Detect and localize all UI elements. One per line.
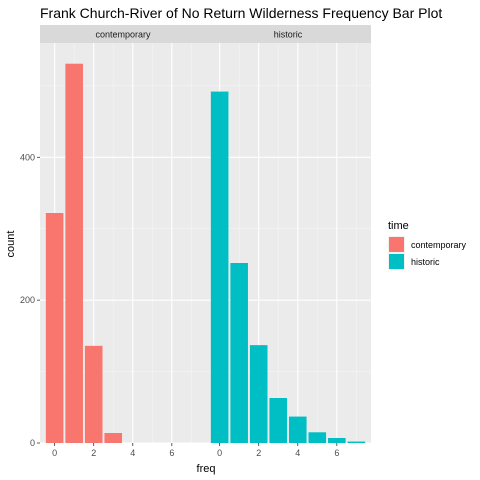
bar-historic-7: [348, 442, 366, 443]
x-tick-label: 6: [169, 448, 174, 458]
bar-historic-2: [250, 345, 268, 443]
bar-historic-5: [309, 432, 327, 443]
y-tick-label: 400: [20, 152, 35, 162]
x-tick-label: 4: [295, 448, 300, 458]
bar-historic-1: [230, 263, 248, 443]
x-axis-title: freq: [197, 463, 216, 475]
legend-title: time: [388, 220, 409, 232]
x-tick-label: 2: [256, 448, 261, 458]
bar-historic-3: [269, 398, 287, 443]
legend-swatch-contemporary: [389, 237, 404, 252]
panel-contemporary: contemporary 0 2 4 6: [40, 25, 206, 458]
legend-label-contemporary: contemporary: [411, 240, 467, 250]
bar-historic-4: [289, 417, 307, 443]
panel-background: [205, 43, 371, 443]
bar-historic-6: [328, 438, 346, 443]
x-tick-label: 4: [130, 448, 135, 458]
x-tick-label: 0: [52, 448, 57, 458]
bar-contemporary-1: [65, 64, 83, 443]
x-tick-label: 6: [334, 448, 339, 458]
legend: time contemporary historic: [388, 220, 467, 270]
x-tick-label: 2: [91, 448, 96, 458]
strip-label: contemporary: [95, 30, 151, 40]
x-tick-label: 0: [217, 448, 222, 458]
panel-historic: historic 0 2 4 6: [205, 25, 371, 458]
strip-label: historic: [274, 30, 303, 40]
bar-contemporary-2: [85, 346, 103, 443]
chart-title: Frank Church-River of No Return Wilderne…: [40, 5, 442, 21]
bar-historic-0: [211, 92, 229, 443]
y-tick-label: 200: [20, 295, 35, 305]
panel-background: [40, 43, 206, 443]
y-tick-label: 0: [30, 438, 35, 448]
legend-swatch-historic: [389, 254, 404, 269]
bar-contemporary-3: [104, 433, 122, 443]
y-axis-title: count: [5, 231, 17, 258]
bar-contemporary-0: [46, 213, 64, 443]
legend-label-historic: historic: [411, 257, 440, 267]
